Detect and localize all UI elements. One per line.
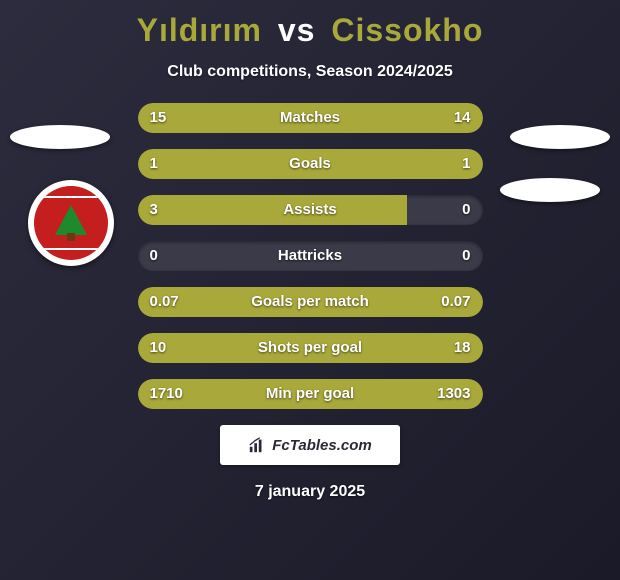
stat-row: 3Assists0 [138,195,483,225]
stat-label: Matches [138,103,483,133]
player1-photo-placeholder [10,125,110,149]
brand-text: FcTables.com [272,437,371,454]
stat-value-right: 0 [462,241,470,271]
brand-badge[interactable]: FcTables.com [220,425,400,465]
stat-label: Min per goal [138,379,483,409]
stat-row: 0Hattricks0 [138,241,483,271]
player2-photo-placeholder [510,125,610,149]
stat-label: Shots per goal [138,333,483,363]
stat-label: Goals per match [138,287,483,317]
stat-value-right: 0.07 [441,287,470,317]
stat-value-right: 1303 [437,379,470,409]
comparison-title: Yıldırım vs Cissokho [0,0,620,49]
stats-list: 15Matches141Goals13Assists00Hattricks00.… [138,103,483,409]
vs-label: vs [278,12,316,48]
chart-icon [248,436,266,454]
stat-row: 10Shots per goal18 [138,333,483,363]
player2-club-placeholder [500,178,600,202]
update-date: 7 january 2025 [0,483,620,501]
stat-value-right: 14 [454,103,471,133]
stat-row: 1710Min per goal1303 [138,379,483,409]
stat-label: Assists [138,195,483,225]
player1-club-crest [28,180,114,266]
subtitle: Club competitions, Season 2024/2025 [0,63,620,81]
stat-row: 15Matches14 [138,103,483,133]
tree-icon [55,205,87,235]
stat-row: 0.07Goals per match0.07 [138,287,483,317]
player1-name: Yıldırım [137,12,262,48]
stat-row: 1Goals1 [138,149,483,179]
stat-value-right: 0 [462,195,470,225]
club-crest-icon [34,186,108,260]
stat-value-right: 18 [454,333,471,363]
stat-label: Hattricks [138,241,483,271]
player2-name: Cissokho [331,12,483,48]
stat-label: Goals [138,149,483,179]
stat-value-right: 1 [462,149,470,179]
